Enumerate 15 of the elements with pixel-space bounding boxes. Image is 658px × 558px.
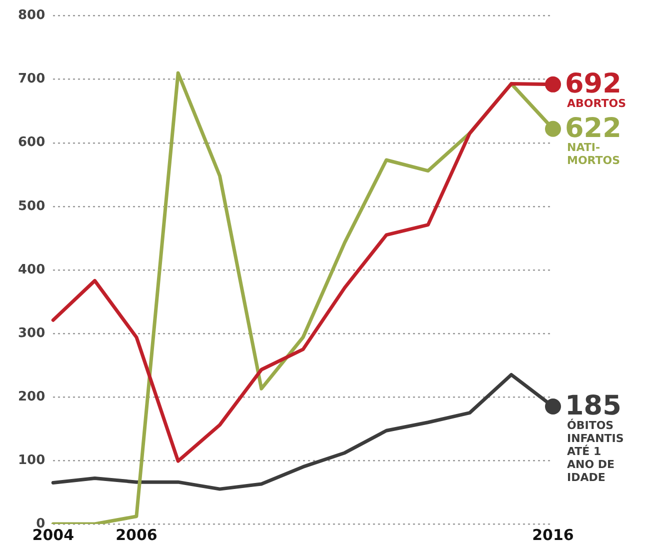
x-tick-label: 2016 [532, 526, 574, 544]
y-tick-label: 300 [18, 326, 46, 341]
x-tick-label: 2006 [116, 526, 158, 544]
y-tick-label: 200 [18, 389, 46, 404]
series-label: NATI-MORTOS [567, 141, 620, 168]
y-tick-label: 700 [18, 72, 46, 87]
y-tick-label: 400 [18, 262, 46, 278]
data-label: 692 [565, 68, 622, 100]
series-label: ÓBITOS INFANTIS ATÉ 1 ANO DE IDADE [567, 418, 624, 484]
series-label: ABORTOS [567, 96, 626, 110]
y-tick-label: 500 [18, 198, 46, 214]
data-label: 622 [565, 112, 622, 144]
y-tick-label: 100 [18, 452, 46, 468]
y-tick-label: 600 [18, 135, 46, 150]
y-tick-label: 800 [18, 8, 46, 24]
